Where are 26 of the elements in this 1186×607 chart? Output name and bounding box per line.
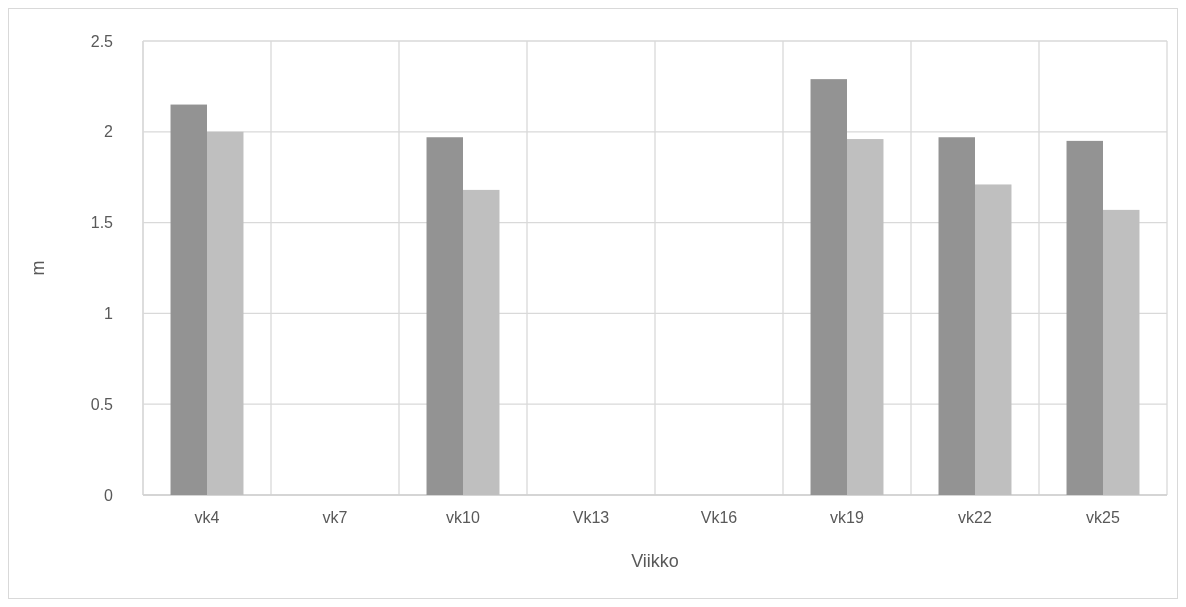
y-tick-label: 0.5 (90, 395, 114, 413)
bar (426, 137, 463, 495)
bar (463, 189, 500, 495)
y-axis-title: m (28, 260, 48, 276)
x-tick-label: vk4 (194, 509, 220, 526)
x-tick-label: Vk13 (572, 509, 610, 526)
x-tick-label: Vk16 (700, 509, 738, 526)
y-tick-label: 0 (104, 486, 114, 504)
y-tick-label: 1.5 (90, 214, 114, 232)
y-tick-label: 2 (104, 123, 114, 141)
x-tick-label: vk22 (958, 509, 992, 526)
bar (1066, 140, 1103, 495)
x-axis-title: Viikko (631, 551, 679, 571)
y-tick-label: 1 (104, 305, 114, 322)
x-tick-label: vk19 (830, 509, 864, 526)
bar (975, 184, 1012, 495)
bar (170, 104, 207, 495)
x-tick-label: vk7 (322, 509, 348, 526)
bar (810, 79, 847, 495)
y-tick-label: 2.5 (90, 32, 114, 50)
bar (207, 131, 244, 495)
bar (1103, 209, 1140, 495)
bar (847, 139, 884, 495)
bar (938, 137, 975, 495)
x-tick-label: vk10 (446, 509, 480, 526)
x-tick-label: vk25 (1086, 509, 1120, 526)
